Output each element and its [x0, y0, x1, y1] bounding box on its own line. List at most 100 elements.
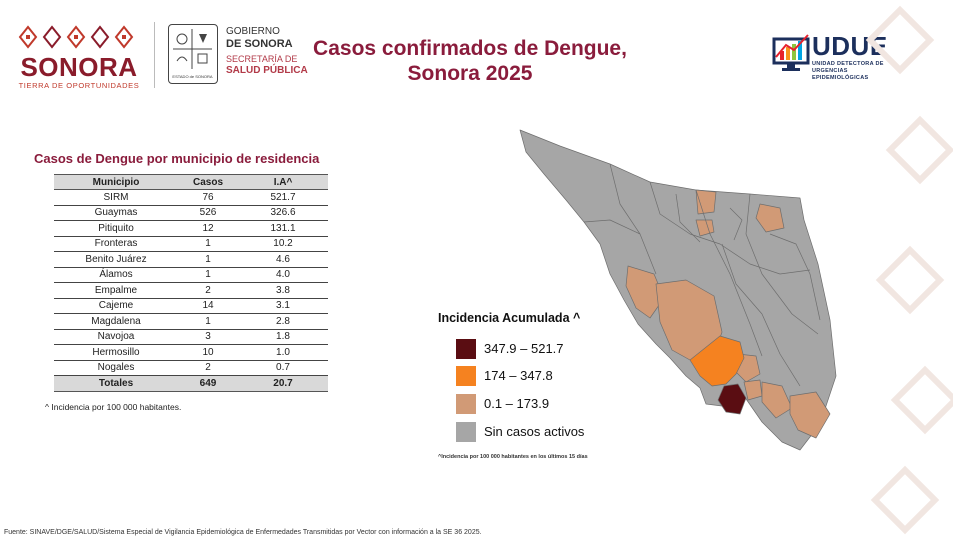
- cell-municipio: Empalme: [54, 282, 178, 299]
- table-row: Magdalena 1 2.8: [54, 313, 328, 330]
- sonora-wordmark: SONORA: [20, 52, 138, 82]
- crest-caption: ESTADO de SONORA: [172, 74, 212, 79]
- legend-swatch: [456, 394, 476, 414]
- table-title: Casos de Dengue por municipio de residen…: [34, 151, 320, 166]
- cell-casos: 14: [178, 298, 238, 314]
- cell-municipio: Álamos: [54, 267, 178, 283]
- table-row: Navojoa 3 1.8: [54, 329, 328, 345]
- cell-municipio: Nogales: [54, 360, 178, 376]
- map-municipio-pitiquito: [625, 265, 665, 319]
- cell-ia: 3.1: [238, 298, 328, 314]
- map-footnote: ^Incidencia por 100 000 habitantes en lo…: [438, 454, 588, 460]
- cell-ia: 1.8: [238, 329, 328, 345]
- legend-item: 174 – 347.8: [456, 366, 656, 386]
- cell-ia: 326.6: [238, 205, 328, 221]
- table-footnote: ^ Incidencia por 100 000 habitantes.: [45, 402, 182, 412]
- cell-casos: 1: [178, 251, 238, 268]
- cell-ia: 131.1: [238, 220, 328, 237]
- legend-item: 0.1 – 173.9: [456, 394, 656, 414]
- legend-swatch: [456, 366, 476, 386]
- cell-ia: 4.6: [238, 251, 328, 268]
- cell-casos: 1: [178, 313, 238, 330]
- table-row: Empalme 2 3.8: [54, 282, 328, 299]
- legend-label: 0.1 – 173.9: [484, 396, 550, 411]
- table-row: Álamos 1 4.0: [54, 267, 328, 283]
- legend-swatch: [456, 339, 476, 359]
- table-row: Nogales 2 0.7: [54, 360, 328, 376]
- cell-casos: 526: [178, 205, 238, 221]
- gov-line-1: GOBIERNO: [226, 26, 280, 37]
- cell-casos: 1: [178, 267, 238, 283]
- map-municipio-fronteras: [755, 203, 785, 233]
- legend-title: Incidencia Acumulada ^: [438, 311, 581, 325]
- cell-municipio: Pitiquito: [54, 220, 178, 237]
- table-row: SIRM 76 521.7: [54, 189, 328, 206]
- legend-label: 347.9 – 521.7: [484, 341, 564, 356]
- cell-totals-label: Totales: [54, 375, 178, 392]
- map-municipio-guaymas: [689, 335, 745, 387]
- cell-ia: 2.8: [238, 313, 328, 330]
- column-header-ia: I.A^: [238, 174, 328, 190]
- title-line-1: Casos confirmados de Dengue,: [313, 37, 627, 60]
- source-footnote: Fuente: SINAVE/DGE/SALUD/Sistema Especia…: [4, 529, 482, 536]
- title-line-2: Sonora 2025: [407, 62, 533, 85]
- cell-municipio: Hermosillo: [54, 344, 178, 361]
- dengue-cases-table: Municipio Casos I.A^ SIRM 76 521.7 Guaymas…: [54, 174, 328, 392]
- decorative-pattern-icon: [865, 5, 953, 535]
- cell-municipio: Guaymas: [54, 205, 178, 221]
- table-row: Cajeme 14 3.1: [54, 298, 328, 314]
- gov-line-3: SECRETARÍA DE: [226, 54, 298, 64]
- map-municipio-navojoa: [761, 381, 793, 419]
- table-header-row: Municipio Casos I.A^: [54, 174, 328, 190]
- legend-item: 347.9 – 521.7: [456, 339, 656, 359]
- cell-casos: 3: [178, 329, 238, 345]
- state-crest-icon: ESTADO de SONORA: [168, 24, 218, 84]
- table-row: Hermosillo 10 1.0: [54, 344, 328, 361]
- column-header-municipio: Municipio: [54, 174, 178, 190]
- cell-casos: 12: [178, 220, 238, 237]
- udue-subtitle: UNIDAD DETECTORA DE URGENCIAS EPIDEMIOLÓ…: [812, 61, 896, 82]
- legend-swatch: [456, 422, 476, 442]
- cell-totals-ia: 20.7: [238, 375, 328, 392]
- cell-ia: 0.7: [238, 360, 328, 376]
- cell-casos: 2: [178, 282, 238, 299]
- table-row: Guaymas 526 326.6: [54, 205, 328, 221]
- legend-label: Sin casos activos: [484, 424, 585, 439]
- cell-municipio: Benito Juárez: [54, 251, 178, 268]
- monitor-chart-icon: [772, 34, 810, 71]
- cell-ia: 4.0: [238, 267, 328, 283]
- gov-line-2: DE SONORA: [226, 38, 293, 50]
- cell-ia: 10.2: [238, 236, 328, 252]
- udue-sub-line-2: URGENCIAS EPIDEMIOLÓGICAS: [812, 68, 869, 81]
- cell-municipio: Magdalena: [54, 313, 178, 330]
- sonora-tagline: TIERRA DE OPORTUNIDADES: [18, 81, 140, 90]
- table-totals-row: Totales 649 20.7: [54, 375, 328, 392]
- legend-item: Sin casos activos: [456, 422, 656, 442]
- sonora-choropleth-map: [519, 129, 837, 451]
- cell-municipio: SIRM: [54, 189, 178, 206]
- page-title: Casos confirmados de Dengue, Sonora 2025: [300, 36, 640, 86]
- legend-label: 174 – 347.8: [484, 368, 553, 383]
- cell-casos: 1: [178, 236, 238, 252]
- sonora-pattern-icon: [18, 25, 134, 49]
- cell-municipio: Cajeme: [54, 298, 178, 314]
- table-row: Benito Juárez 1 4.6: [54, 251, 328, 268]
- cell-municipio: Fronteras: [54, 236, 178, 252]
- cell-casos: 76: [178, 189, 238, 206]
- cell-municipio: Navojoa: [54, 329, 178, 345]
- map-municipio-nogales: [695, 189, 717, 215]
- sonora-logo: SONORA TIERRA DE OPORTUNIDADES: [18, 24, 140, 90]
- table-row: Fronteras 1 10.2: [54, 236, 328, 252]
- gov-line-4: SALUD PÚBLICA: [226, 65, 308, 76]
- map-municipio-alamos: [789, 391, 831, 439]
- cell-casos: 2: [178, 360, 238, 376]
- cell-ia: 3.8: [238, 282, 328, 299]
- cell-ia: 521.7: [238, 189, 328, 206]
- cell-casos: 10: [178, 344, 238, 361]
- udue-sub-line-1: UNIDAD DETECTORA DE: [812, 61, 884, 67]
- map-municipio-sirm: [717, 383, 747, 415]
- table-row: Pitiquito 12 131.1: [54, 220, 328, 237]
- cell-totals-casos: 649: [178, 375, 238, 392]
- government-label: GOBIERNO DE SONORA SECRETARÍA DE SALUD P…: [226, 26, 336, 77]
- column-header-casos: Casos: [178, 174, 238, 190]
